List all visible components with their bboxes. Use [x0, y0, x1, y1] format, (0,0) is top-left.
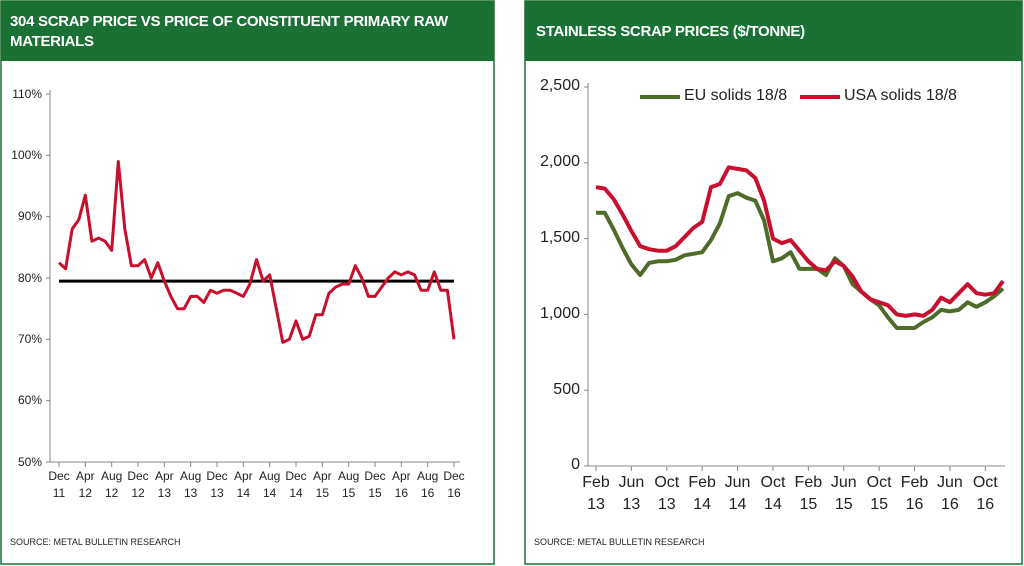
x-tick-label: Aug 15: [337, 469, 360, 500]
x-tick-label: Dec 12: [127, 469, 149, 500]
panel-header: [525, 1, 1022, 61]
x-tick-label: Dec 13: [206, 469, 228, 500]
x-tick-label: Aug 12: [100, 469, 123, 500]
y-tick-label: 70%: [17, 332, 42, 347]
legend-label: EU solids 18/8: [684, 87, 788, 104]
y-tick-label: 0: [571, 456, 580, 474]
x-tick-label: Oct 13: [654, 474, 680, 514]
line-series: [596, 191, 1005, 330]
x-tick-label: Apr 14: [233, 469, 253, 500]
source: SOURCE: METAL BULLETIN RESEARCH: [10, 537, 181, 547]
y-tick-label: 2,500: [539, 77, 580, 95]
y-tick-label: 60%: [17, 393, 42, 408]
legend-label: USA solids 18/8: [844, 87, 957, 104]
chart-title: STAINLESS SCRAP PRICES ($/TONNE): [536, 23, 805, 40]
y-tick-label: 2,000: [539, 153, 580, 171]
y-tick-label: 50%: [17, 454, 42, 469]
y-tick-label: 80%: [17, 270, 42, 285]
x-tick-label: Apr 16: [391, 469, 411, 500]
x-tick-label: Feb 14: [688, 474, 716, 514]
x-tick-label: Feb 13: [582, 474, 610, 514]
line-series: [57, 160, 456, 344]
x-tick-label: Aug 14: [258, 469, 281, 500]
x-tick-label: Oct 16: [972, 474, 998, 514]
x-tick-label: Aug 16: [416, 469, 439, 500]
source: SOURCE: METAL BULLETIN RESEARCH: [534, 537, 705, 547]
y-tick-label: 90%: [17, 209, 42, 224]
y-tick-label: 100%: [11, 148, 42, 163]
x-tick-label: Feb 15: [794, 474, 823, 514]
x-tick-label: Jun 13: [618, 474, 645, 514]
panel-header: [1, 1, 494, 61]
x-tick-label: Aug 13: [179, 469, 202, 500]
y-tick-label: 1,500: [539, 229, 580, 246]
x-tick-label: Apr 15: [312, 469, 332, 500]
x-tick-label: Jun 15: [830, 474, 857, 514]
x-tick-label: Jun 16: [937, 474, 963, 514]
x-tick-label: Dec 14: [285, 469, 307, 500]
x-tick-label: Dec 15: [364, 469, 386, 500]
x-tick-label: Oct 14: [760, 474, 786, 514]
y-tick-label: 500: [553, 380, 580, 398]
x-tick-label: Apr 13: [154, 469, 174, 500]
x-tick-label: Oct 15: [866, 474, 892, 514]
y-tick-label: 110%: [12, 86, 42, 101]
chart-title: 304 SCRAP PRICE VS PRICE OF CONSTITUENT …: [10, 13, 448, 50]
x-tick-label: Apr 12: [75, 469, 95, 500]
line-series: [595, 165, 1005, 318]
x-tick-label: Dec 16: [443, 469, 465, 500]
x-tick-label: Dec 11: [48, 469, 70, 500]
x-tick-label: Jun 14: [724, 474, 751, 514]
y-tick-label: 1,000: [539, 304, 580, 322]
x-tick-label: Feb 16: [900, 474, 929, 514]
